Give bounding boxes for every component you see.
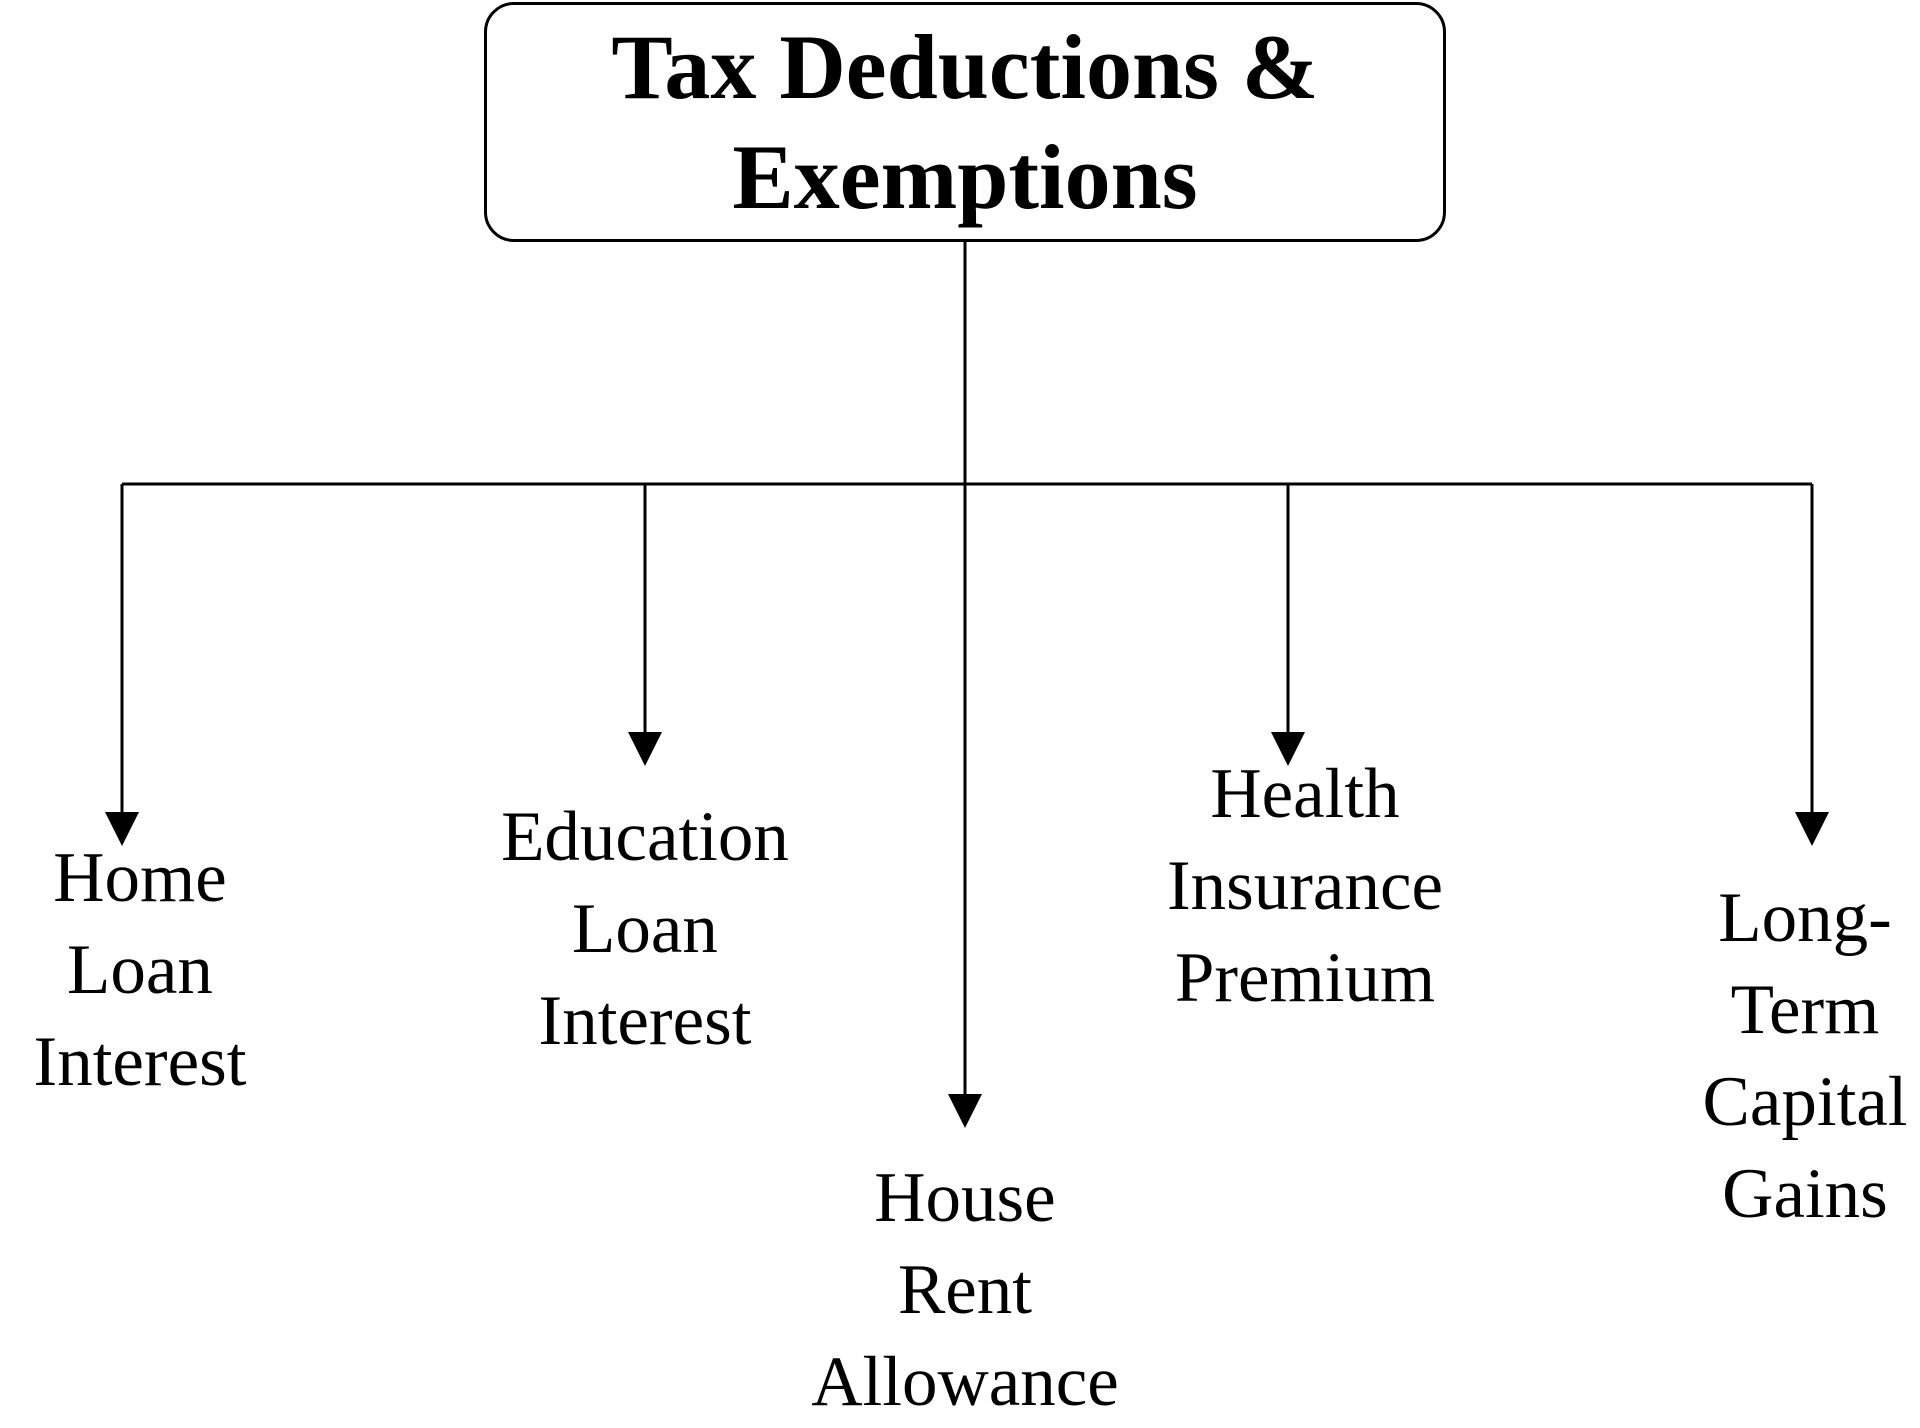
arrowhead-health bbox=[1271, 732, 1305, 766]
arrowhead-ltcg bbox=[1795, 812, 1829, 846]
root-title: Tax Deductions & Exemptions bbox=[611, 12, 1318, 232]
node-label-line: Loan bbox=[67, 931, 213, 1009]
node-label-line: Interest bbox=[538, 982, 752, 1060]
node-label-line: Loan bbox=[572, 890, 718, 968]
node-label-line: Gains bbox=[1722, 1155, 1888, 1233]
node-label-line: Health bbox=[1210, 755, 1400, 833]
node-label-line: Capital bbox=[1702, 1063, 1908, 1141]
arrowhead-education bbox=[628, 732, 662, 766]
node-label-line: Interest bbox=[33, 1023, 247, 1101]
root-title-line: Exemptions bbox=[732, 126, 1198, 228]
arrowhead-house bbox=[948, 1094, 982, 1128]
node-label-line: Premium bbox=[1174, 939, 1436, 1017]
child-node-long-term-capital-gains: Long- Term Capital Gains bbox=[1690, 872, 1920, 1240]
child-node-health-insurance-premium: Health Insurance Premium bbox=[1130, 748, 1480, 1024]
arrowhead-home bbox=[105, 812, 139, 846]
child-node-house-rent-allowance: House Rent Allowance bbox=[780, 1152, 1150, 1428]
node-label-line: Insurance bbox=[1167, 847, 1443, 925]
node-label-line: Term bbox=[1730, 971, 1880, 1049]
node-label-line: Rent bbox=[897, 1251, 1033, 1329]
child-node-education-loan-interest: Education Loan Interest bbox=[470, 791, 820, 1067]
root-node: Tax Deductions & Exemptions bbox=[484, 2, 1446, 242]
root-title-line: Tax Deductions & bbox=[611, 16, 1319, 118]
child-node-home-loan-interest: Home Loan Interest bbox=[0, 832, 280, 1108]
node-label-line: Home bbox=[53, 839, 227, 917]
node-label-line: Allowance bbox=[811, 1343, 1119, 1421]
node-label-line: House bbox=[874, 1159, 1056, 1237]
node-label-line: Education bbox=[501, 798, 789, 876]
node-label-line: Long- bbox=[1718, 879, 1892, 957]
